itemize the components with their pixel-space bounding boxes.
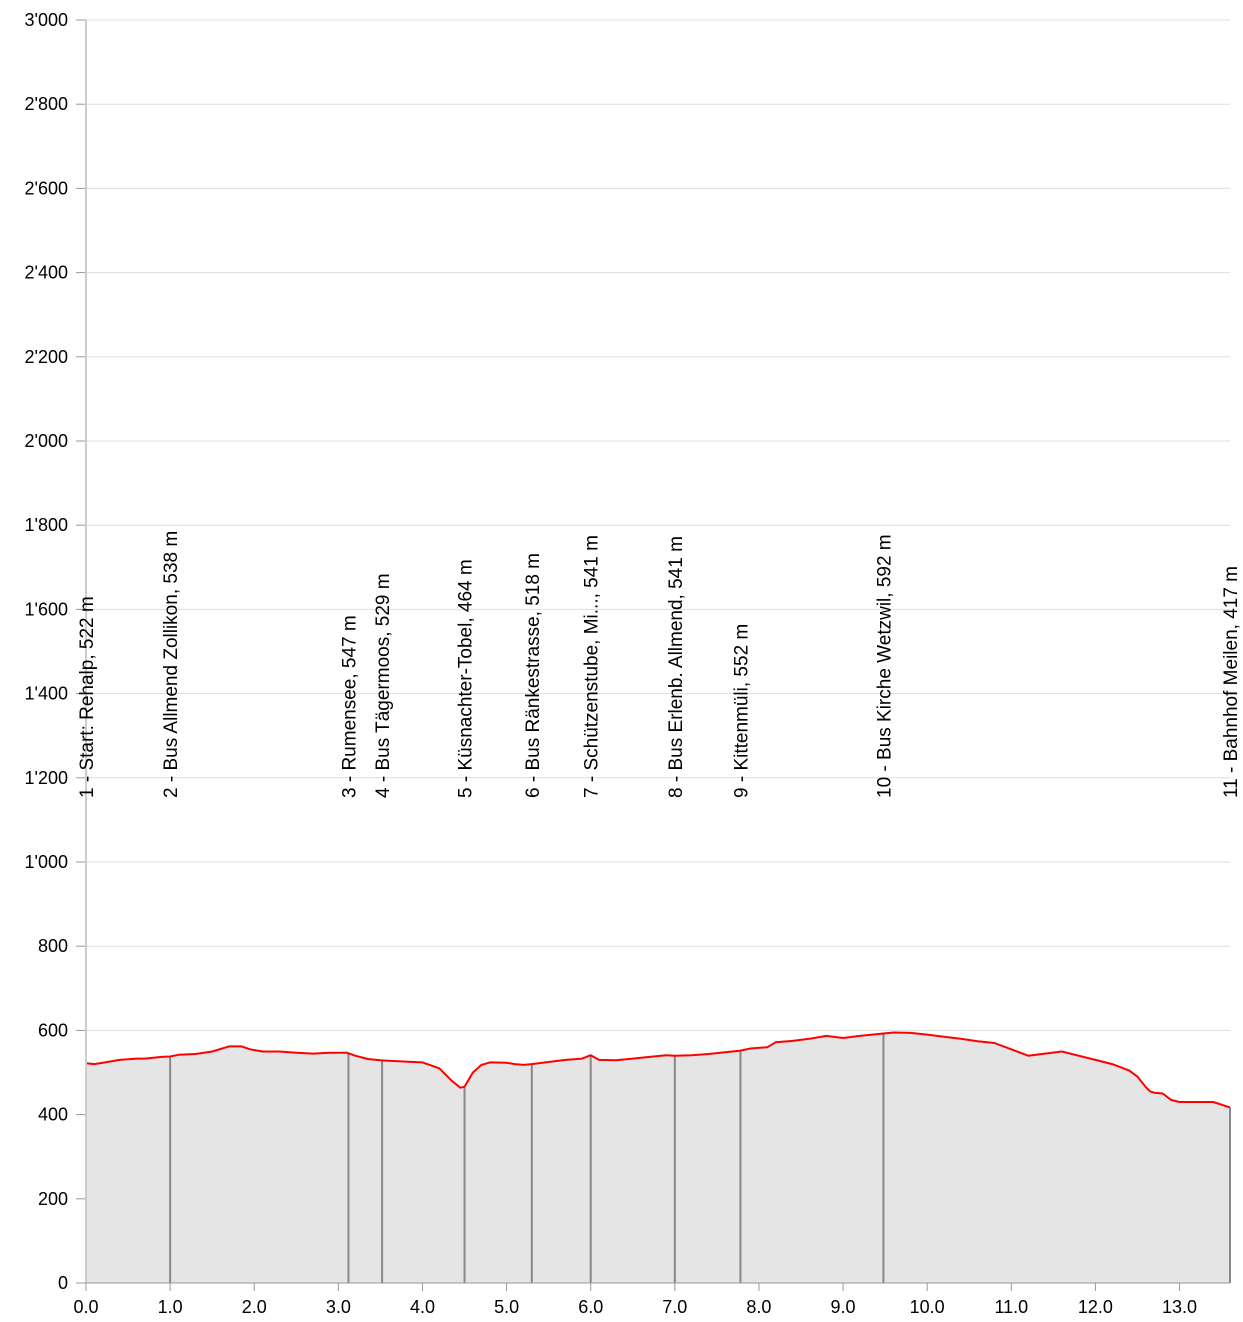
y-tick-label: 2'800 (25, 94, 68, 114)
y-tick-label: 0 (58, 1273, 68, 1293)
elevation-line (85, 1031, 1231, 1109)
x-tick-label: 0.0 (73, 1297, 98, 1317)
waypoint-label: 4 - Bus Tägermoos, 529 m (373, 573, 394, 798)
y-tick-label: 1'800 (25, 515, 68, 535)
y-tick-label: 1'200 (25, 768, 68, 788)
x-tick-label: 4.0 (410, 1297, 435, 1317)
x-tick-label: 1.0 (158, 1297, 183, 1317)
y-tick-label: 3'000 (25, 10, 68, 30)
y-tick-label: 600 (38, 1020, 68, 1040)
elevation-area-fill (86, 1032, 1230, 1283)
x-tick-label: 12.0 (1078, 1297, 1113, 1317)
elevation-line-group (85, 1031, 1231, 1109)
x-tick-label: 3.0 (326, 1297, 351, 1317)
x-tick-label: 8.0 (746, 1297, 771, 1317)
waypoint-label: 8 - Bus Erlenb. Allmend, 541 m (666, 536, 687, 798)
x-tick-label: 7.0 (662, 1297, 687, 1317)
y-tick-label: 400 (38, 1105, 68, 1125)
y-tick-label: 1'400 (25, 684, 68, 704)
x-tick-label: 9.0 (831, 1297, 856, 1317)
y-tick-label: 200 (38, 1189, 68, 1209)
y-tick-label: 2'400 (25, 263, 68, 283)
y-tick-label: 1'000 (25, 852, 68, 872)
grid-lines (86, 19, 1230, 1200)
waypoint-label: 7 - Schützenstube, Mi..., 541 m (582, 535, 603, 798)
y-tick-label: 2'600 (25, 178, 68, 198)
waypoint-label: 2 - Bus Allmend Zollikon, 538 m (161, 531, 182, 798)
x-tick-label: 2.0 (242, 1297, 267, 1317)
waypoint-label: 3 - Rumensee, 547 m (339, 615, 360, 798)
waypoint-label: 11 - Bahnhof Meilen, 417 m (1221, 566, 1242, 798)
x-tick-label: 10.0 (910, 1297, 945, 1317)
y-tick-label: 2'200 (25, 347, 68, 367)
waypoint-label: 5 - Küsnachter-Tobel, 464 m (456, 559, 477, 798)
y-tick-label: 800 (38, 936, 68, 956)
y-axis-tick-labels: 0 200 400 600 800 1'000 1'200 1'400 1'600 1'800 2'… (25, 10, 68, 1293)
waypoint-label: 9 - Kittenmüli, 552 m (731, 624, 752, 798)
x-tick-label: 6.0 (578, 1297, 603, 1317)
x-axis-tick-labels: 0.0 1.0 2.0 3.0 4.0 5.0 6.0 7.0 8.0 9.0 10.0 11.0 12… (73, 1297, 1197, 1317)
waypoint-label: 6 - Bus Ränkestrasse, 518 m (523, 553, 544, 798)
x-tick-label: 5.0 (494, 1297, 519, 1317)
y-tick-label: 1'600 (25, 599, 68, 619)
waypoint-label: 10 - Bus Kirche Wetzwil, 592 m (874, 534, 895, 798)
waypoint-labels: 1 - Start: Rehalp, 522 m 2 - Bus Allmend … (77, 531, 1242, 798)
elevation-area (86, 1032, 1230, 1283)
waypoint-markers (85, 1033, 1231, 1283)
x-tick-label: 13.0 (1162, 1297, 1197, 1317)
y-tick-label: 2'000 (25, 431, 68, 451)
waypoint-label: 1 - Start: Rehalp, 522 m (77, 596, 98, 798)
x-tick-label: 11.0 (994, 1297, 1028, 1317)
axes (76, 19, 1230, 1291)
